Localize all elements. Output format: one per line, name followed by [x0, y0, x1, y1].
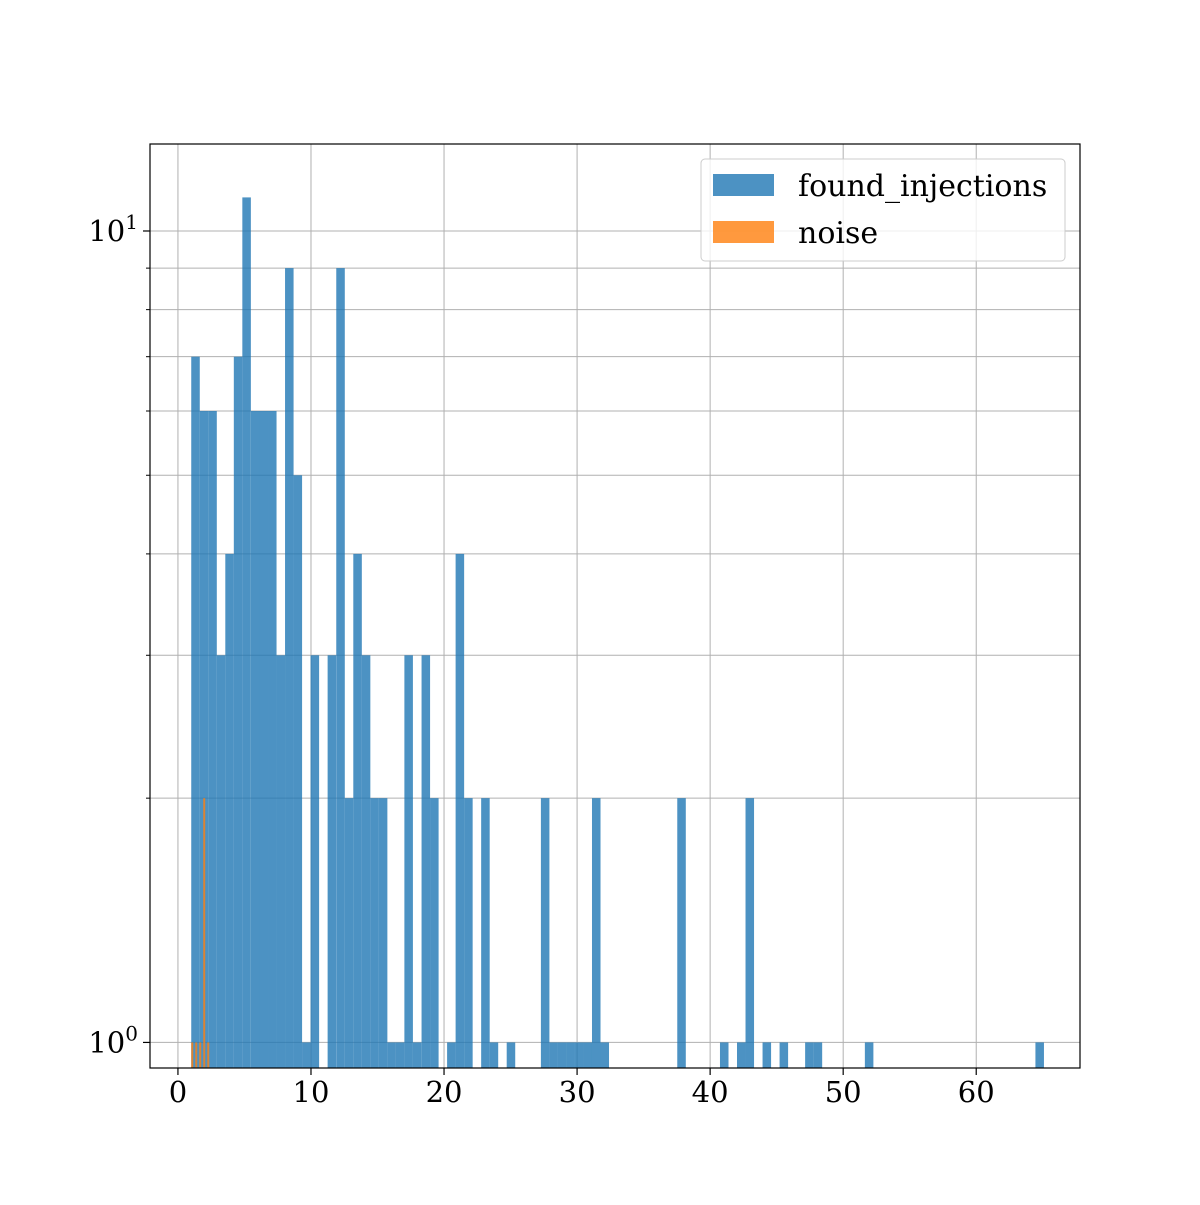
bar-found-injections — [199, 411, 209, 1068]
bar-noise — [195, 1042, 198, 1068]
bar-found-injections — [242, 197, 251, 1069]
bar-found-injections — [370, 798, 379, 1068]
bar-found-injections — [430, 798, 439, 1068]
bar-found-injections — [404, 655, 413, 1068]
bar-found-injections — [293, 475, 303, 1068]
x-axis-ticks: 0 10 20 30 40 50 60 — [169, 1068, 995, 1109]
bar-found-injections — [285, 268, 294, 1068]
bar-found-injections — [557, 1042, 567, 1068]
bar-found-injections — [250, 411, 260, 1068]
noise-bars — [191, 798, 210, 1068]
bar-found-injections — [566, 1042, 575, 1068]
bar-found-injections — [583, 1042, 592, 1068]
x-tick-label: 20 — [426, 1075, 463, 1109]
bar-found-injections — [464, 798, 473, 1068]
bar-found-injections — [489, 1042, 499, 1068]
bar-found-injections — [395, 1042, 405, 1068]
bar-found-injections — [268, 411, 277, 1068]
bar-found-injections — [344, 798, 354, 1068]
bar-found-injections — [481, 798, 490, 1068]
y-tick-label: 101 — [88, 210, 138, 248]
bar-noise — [207, 1042, 210, 1068]
legend-swatch-found-injections — [713, 174, 774, 196]
found-injections-bars — [191, 197, 1044, 1069]
bar-found-injections — [259, 411, 269, 1068]
x-tick-label: 50 — [825, 1075, 862, 1109]
bar-found-injections — [506, 1042, 516, 1068]
bar-found-injections — [302, 1042, 311, 1068]
bar-noise — [203, 798, 206, 1068]
legend: found_injections noise — [700, 158, 1066, 262]
bar-found-injections — [813, 1042, 823, 1068]
bar-found-injections — [455, 553, 465, 1068]
bar-found-injections — [327, 655, 337, 1068]
bar-found-injections — [276, 655, 286, 1068]
bar-found-injections — [600, 1042, 610, 1068]
bar-noise — [199, 1042, 202, 1068]
legend-label-found-injections: found_injections — [798, 169, 1047, 204]
bar-found-injections — [745, 798, 755, 1068]
bar-found-injections — [549, 1042, 558, 1068]
bar-found-injections — [208, 411, 217, 1068]
bar-found-injections — [310, 655, 320, 1068]
y-tick-label: 100 — [88, 1021, 138, 1059]
y-axis-ticks: 100 101 — [88, 210, 150, 1059]
x-tick-label: 10 — [293, 1075, 330, 1109]
x-tick-label: 60 — [958, 1075, 995, 1109]
bar-found-injections — [233, 356, 243, 1068]
x-tick-label: 40 — [692, 1075, 729, 1109]
bar-found-injections — [762, 1042, 772, 1068]
axes-frame — [149, 143, 1081, 1069]
bar-found-injections — [216, 655, 226, 1068]
x-tick-label: 30 — [559, 1075, 596, 1109]
legend-box — [700, 158, 1066, 262]
bar-found-injections — [191, 356, 200, 1068]
bar-found-injections — [574, 1042, 584, 1068]
bar-found-injections — [864, 1042, 874, 1068]
bar-found-injections — [412, 1042, 422, 1068]
bar-noise — [191, 1042, 194, 1068]
x-tick-label: 0 — [169, 1075, 187, 1109]
bar-found-injections — [421, 655, 431, 1068]
bar-found-injections — [387, 1042, 396, 1068]
bar-found-injections — [779, 1042, 789, 1068]
bar-found-injections — [737, 1042, 746, 1068]
bar-found-injections — [805, 1042, 814, 1068]
bar-found-injections — [1035, 1042, 1044, 1068]
bar-found-injections — [361, 655, 371, 1068]
legend-label-noise: noise — [798, 216, 878, 251]
bar-found-injections — [353, 553, 362, 1068]
bar-found-injections — [447, 1042, 456, 1068]
bar-found-injections — [677, 798, 686, 1068]
legend-swatch-noise — [713, 221, 774, 243]
bar-found-injections — [378, 798, 388, 1068]
bar-found-injections — [719, 1042, 729, 1068]
bar-found-injections — [336, 268, 345, 1068]
bar-found-injections — [591, 798, 601, 1068]
bar-found-injections — [540, 798, 550, 1068]
bar-found-injections — [225, 553, 234, 1068]
